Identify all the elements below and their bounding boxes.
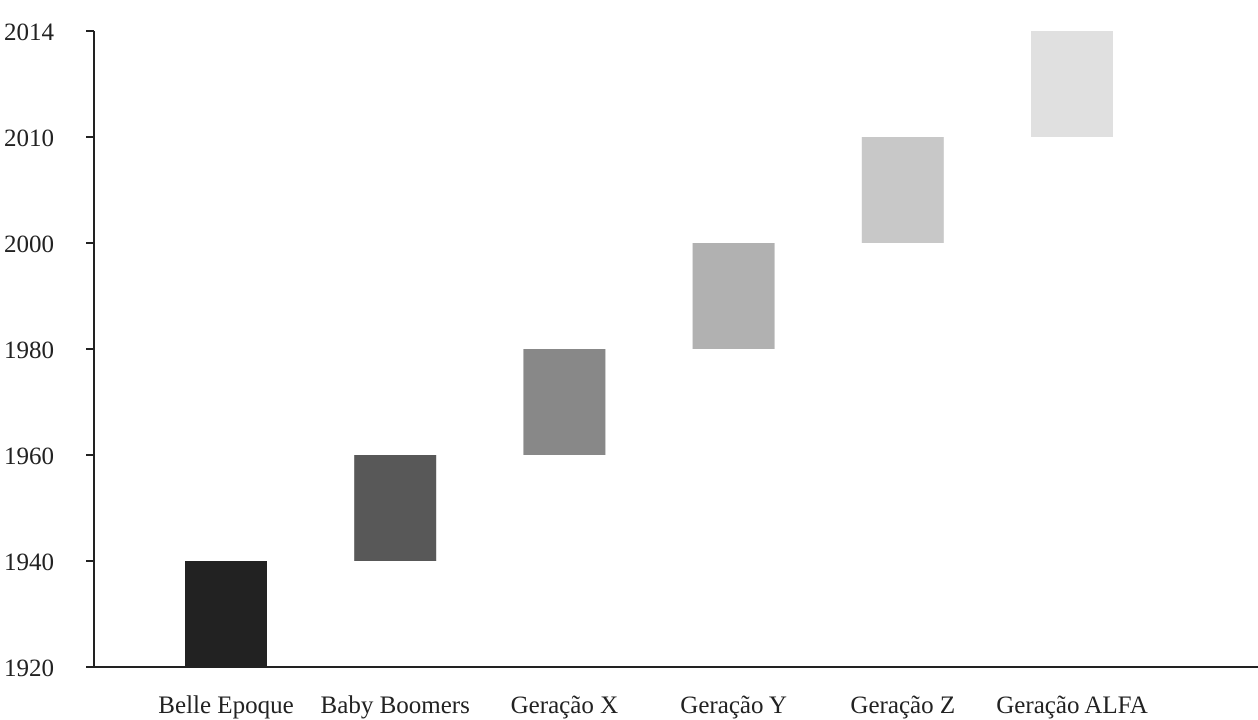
bar-gera-o-alfa	[1031, 31, 1113, 137]
x-category-label: Geração Z	[850, 692, 955, 719]
y-tick-label: 2000	[4, 231, 54, 258]
bar-gera-o-y	[692, 243, 775, 349]
x-category-label: Geração X	[511, 692, 619, 719]
y-tick-label: 2010	[4, 125, 54, 152]
x-category-label: Geração ALFA	[996, 692, 1148, 719]
x-category-label: Baby Boomers	[321, 692, 470, 719]
x-axis-labels: Belle Epoque Baby Boomers Geração X Geração…	[158, 692, 1147, 719]
y-tick-label: 1980	[4, 337, 54, 364]
y-tick-label: 1960	[4, 443, 54, 470]
bars	[185, 31, 1113, 667]
bar-gera-o-z	[861, 137, 944, 243]
y-tick-label: 2014	[4, 19, 55, 46]
y-tick-label: 1940	[4, 549, 54, 576]
bar-gera-o-x	[523, 349, 606, 455]
bar-belle-epoque	[185, 561, 267, 667]
y-tick-label: 1920	[4, 655, 54, 682]
x-category-label: Geração Y	[680, 692, 787, 719]
bar-baby-boomers	[354, 455, 437, 561]
y-axis-ticks: 1920 1940 1960 1980 2000 2010 2014	[4, 19, 94, 682]
x-category-label: Belle Epoque	[158, 692, 293, 719]
